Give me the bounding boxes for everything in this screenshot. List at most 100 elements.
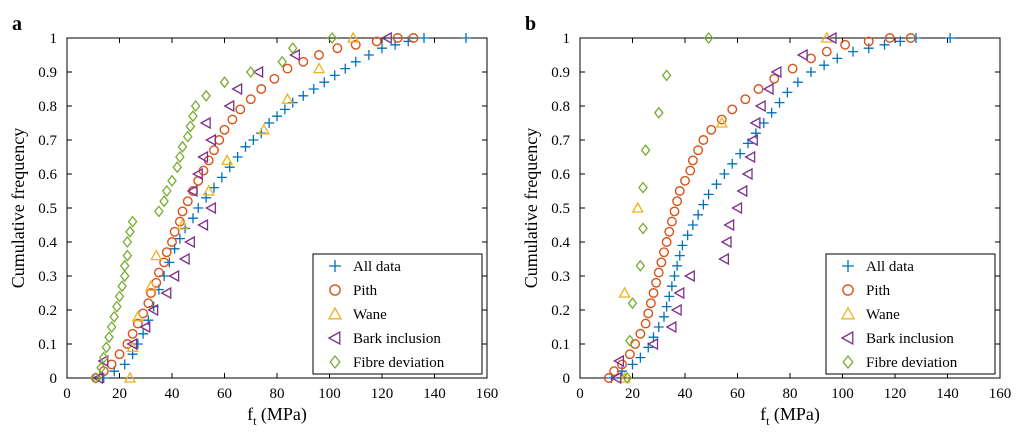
data-point bbox=[235, 104, 246, 115]
legend-entry: Wane bbox=[866, 307, 900, 323]
y-tick-label: 0.7 bbox=[38, 133, 57, 149]
data-point bbox=[609, 366, 620, 377]
data-point bbox=[122, 235, 133, 249]
y-tick-label: 0.7 bbox=[551, 133, 570, 149]
data-point bbox=[169, 226, 180, 237]
data-point bbox=[461, 33, 471, 43]
data-point bbox=[685, 165, 696, 176]
data-point bbox=[635, 352, 646, 363]
y-tick-label: 0.1 bbox=[38, 337, 57, 353]
data-point bbox=[848, 46, 858, 57]
data-point bbox=[96, 361, 106, 374]
data-point bbox=[715, 116, 728, 128]
data-point bbox=[139, 320, 151, 334]
data-point bbox=[186, 184, 198, 198]
data-point bbox=[698, 199, 709, 210]
x-tick-label: 100 bbox=[831, 386, 854, 402]
data-point bbox=[792, 77, 803, 88]
series-bark-inclusion bbox=[610, 31, 837, 385]
legend-entry: Pith bbox=[866, 283, 891, 299]
data-point bbox=[796, 48, 808, 62]
data-point bbox=[205, 201, 217, 215]
data-point bbox=[664, 291, 675, 302]
data-point bbox=[219, 124, 230, 135]
data-point bbox=[736, 184, 748, 198]
x-tick-label: 0 bbox=[63, 386, 71, 402]
data-point bbox=[112, 300, 122, 313]
data-point bbox=[175, 150, 185, 164]
data-point bbox=[161, 184, 172, 198]
data-point bbox=[167, 237, 177, 247]
data-point bbox=[150, 249, 163, 261]
y-tick-label: 0.5 bbox=[551, 201, 570, 217]
data-point bbox=[205, 133, 217, 147]
data-point bbox=[197, 218, 209, 232]
y-tick-label: 0.3 bbox=[551, 269, 570, 285]
legend-entry: Pith bbox=[353, 283, 378, 299]
data-point bbox=[727, 104, 738, 115]
x-tick-label: 140 bbox=[936, 386, 959, 402]
data-point bbox=[327, 31, 337, 45]
data-point bbox=[147, 303, 159, 317]
data-point bbox=[661, 69, 672, 82]
y-tick-label: 0.4 bbox=[551, 235, 570, 251]
series-fibre-deviation bbox=[622, 31, 714, 385]
x-axis-label: ft (MPa) bbox=[760, 404, 820, 428]
x-tick-label: 160 bbox=[476, 386, 499, 402]
data-point bbox=[656, 257, 667, 268]
x-axis-label: ft (MPa) bbox=[247, 404, 307, 428]
data-point bbox=[666, 281, 677, 292]
data-point bbox=[126, 341, 139, 353]
data-point bbox=[645, 298, 656, 309]
data-point bbox=[188, 110, 198, 123]
data-point bbox=[665, 320, 677, 334]
data-point bbox=[119, 259, 130, 272]
data-point bbox=[750, 128, 761, 139]
data-point bbox=[716, 114, 727, 125]
x-tick-label: 0 bbox=[576, 386, 584, 402]
data-point bbox=[332, 43, 343, 54]
legend-marker bbox=[842, 284, 854, 296]
data-point bbox=[153, 267, 164, 278]
data-point bbox=[161, 247, 172, 258]
panel-label: a bbox=[12, 13, 22, 35]
data-point bbox=[706, 124, 717, 135]
data-point bbox=[687, 220, 698, 230]
panel-b: 0 20 40 60 80 100 120 140 160 0 0.1 0.2 0.3 0.4 0.5 0.6… bbox=[521, 13, 1011, 428]
x-tick-label: 140 bbox=[423, 386, 446, 402]
legend-entry: All data bbox=[353, 259, 401, 275]
data-point bbox=[624, 349, 635, 360]
data-point bbox=[184, 235, 196, 249]
data-point bbox=[199, 116, 211, 130]
x-axis-label-main: f bbox=[247, 404, 253, 424]
data-point bbox=[664, 226, 675, 237]
data-point bbox=[272, 111, 282, 122]
data-point bbox=[277, 55, 288, 68]
data-point bbox=[190, 99, 201, 113]
data-point bbox=[720, 235, 732, 249]
data-point bbox=[640, 144, 651, 157]
data-point bbox=[884, 33, 895, 43]
legend-marker bbox=[842, 260, 854, 272]
y-tick-label: 0.2 bbox=[38, 303, 57, 319]
data-point bbox=[627, 359, 638, 370]
data-point bbox=[245, 94, 256, 105]
data-point bbox=[98, 351, 109, 364]
data-point bbox=[279, 104, 290, 115]
x-axis-label-unit: (MPa) bbox=[256, 404, 307, 425]
data-point bbox=[298, 90, 309, 101]
data-point bbox=[143, 298, 154, 309]
data-point bbox=[216, 172, 227, 183]
data-point bbox=[770, 65, 782, 79]
data-point bbox=[188, 213, 198, 224]
data-point bbox=[177, 140, 188, 153]
data-point bbox=[221, 154, 234, 166]
data-point bbox=[653, 322, 664, 332]
y-tick-label: 1 bbox=[50, 31, 58, 47]
data-point bbox=[746, 133, 758, 147]
data-point bbox=[312, 62, 326, 74]
panel-a: 0 20 40 60 80 100 120 140 160 0 0.1 0.2 0.3 0.4 0.5 0.6… bbox=[8, 13, 498, 428]
data-point bbox=[202, 184, 215, 196]
data-point bbox=[114, 349, 125, 360]
